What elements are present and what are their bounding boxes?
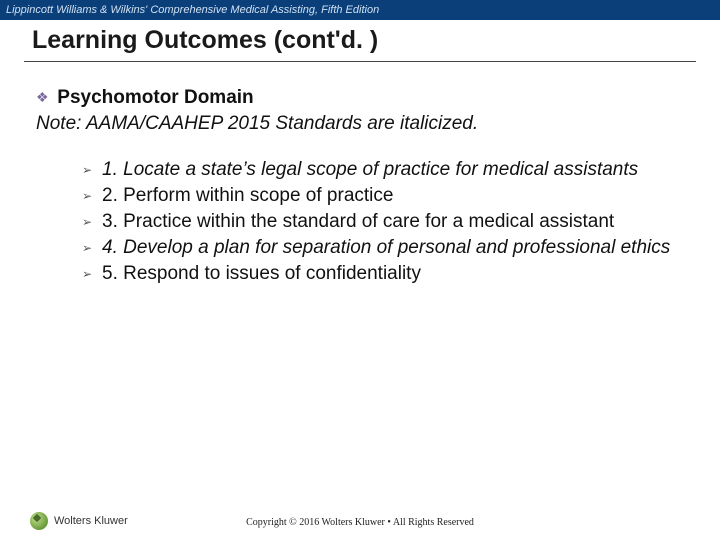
content-area: ❖ Psychomotor Domain Note: AAMA/CAAHEP 2… <box>0 62 720 288</box>
arrow-bullet-icon: ➢ <box>82 158 102 182</box>
outcome-text: 3. Practice within the standard of care … <box>102 210 684 234</box>
outcome-item: ➢1. Locate a state’s legal scope of prac… <box>82 158 684 182</box>
title-block: Learning Outcomes (cont'd. ) <box>24 26 696 62</box>
slide-title: Learning Outcomes (cont'd. ) <box>24 26 696 55</box>
note-text: Note: AAMA/CAAHEP 2015 Standards are ita… <box>36 112 684 136</box>
outcome-text: 1. Locate a state’s legal scope of pract… <box>102 158 684 182</box>
outcome-item: ➢4. Develop a plan for separation of per… <box>82 236 684 260</box>
diamond-bullet-icon: ❖ <box>36 89 52 107</box>
slide: Lippincott Williams & Wilkins' Comprehen… <box>0 0 720 540</box>
outcome-text: 4. Develop a plan for separation of pers… <box>102 236 684 260</box>
outcome-item: ➢3. Practice within the standard of care… <box>82 210 684 234</box>
outcome-item: ➢2. Perform within scope of practice <box>82 184 684 208</box>
section-heading: Psychomotor Domain <box>57 87 253 108</box>
arrow-bullet-icon: ➢ <box>82 262 102 286</box>
arrow-bullet-icon: ➢ <box>82 184 102 208</box>
arrow-bullet-icon: ➢ <box>82 236 102 260</box>
copyright-text: Copyright © 2016 Wolters Kluwer • All Ri… <box>246 517 474 528</box>
arrow-bullet-icon: ➢ <box>82 210 102 234</box>
section-heading-row: ❖ Psychomotor Domain <box>36 86 684 110</box>
book-title-bar: Lippincott Williams & Wilkins' Comprehen… <box>0 0 720 20</box>
copyright-footer: Copyright © 2016 Wolters Kluwer • All Ri… <box>0 517 720 528</box>
outcome-text: 2. Perform within scope of practice <box>102 184 684 208</box>
outcome-text: 5. Respond to issues of confidentiality <box>102 262 684 286</box>
outcome-item: ➢5. Respond to issues of confidentiality <box>82 262 684 286</box>
outcome-list: ➢1. Locate a state’s legal scope of prac… <box>36 158 684 286</box>
